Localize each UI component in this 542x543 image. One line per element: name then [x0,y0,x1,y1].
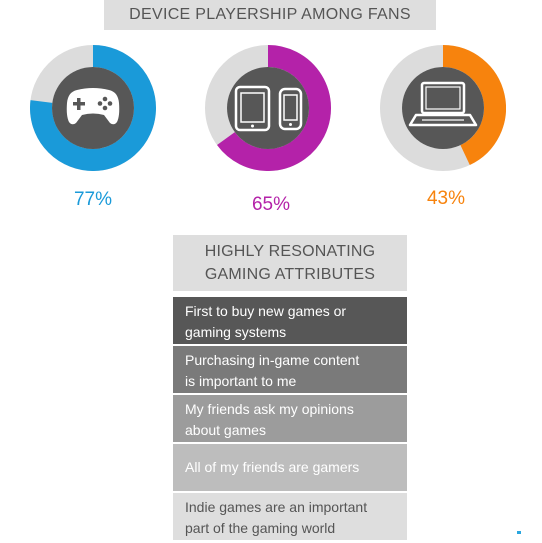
pct-label-pc: 43% [426,188,466,209]
attribute-text: gaming systems [185,324,287,340]
attribute-row-in-game-content: Purchasing in-game content is important … [173,346,407,393]
attribute-row-friends-gamers: All of my friends are gamers [173,444,407,491]
pct-label-mobile: 65% [251,194,291,215]
attribute-text: First to buy new games or [185,303,347,319]
donut-arc-pc [442,45,506,165]
attribute-row-friends-ask: My friends ask my opinions about games [173,395,407,442]
attribute-text: about games [185,422,266,438]
attributes-header: HIGHLY RESONATING GAMING ATTRIBUTES [173,235,407,291]
attributes-list: First to buy new games or gaming systems… [173,297,407,542]
donut-console [30,45,156,171]
attribute-text: Indie games are an important [185,499,368,515]
donut-mobile [205,45,331,171]
attribute-text: Purchasing in-game content [185,352,360,368]
attributes-header-line2: GAMING ATTRIBUTES [204,266,376,283]
pct-label-console: 77% [73,189,113,210]
laptop-icon [408,81,478,127]
attribute-text: All of my friends are gamers [185,459,360,475]
donut-arc-mobile [217,45,331,171]
tablet-phone-icon [234,85,303,132]
donut-center [402,67,484,149]
attribute-text: My friends ask my opinions [185,401,354,417]
corner-mark [517,531,521,534]
attribute-row-first-to-buy: First to buy new games or gaming systems [173,297,407,344]
attribute-text: part of the gaming world [185,520,336,536]
attributes-header-line1: HIGHLY RESONATING [204,243,376,260]
gamepad-icon [66,88,120,125]
attribute-row-indie-games: Indie games are an important part of the… [173,493,407,540]
donut-pc [380,45,506,171]
attribute-text: is important to me [185,373,297,389]
chart-title: DEVICE PLAYERSHIP AMONG FANS [104,0,436,30]
donut-arc-console [30,45,156,171]
